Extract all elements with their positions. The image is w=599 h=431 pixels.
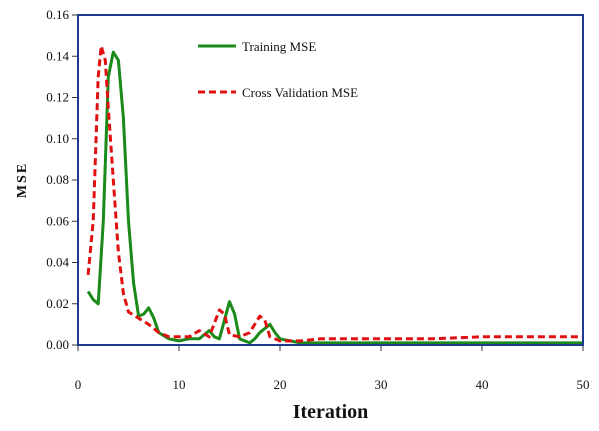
x-tick-label: 50 bbox=[577, 377, 590, 392]
y-tick-label: 0.16 bbox=[46, 7, 69, 22]
x-tick-label: 20 bbox=[274, 377, 287, 392]
y-tick-label: 0.02 bbox=[46, 296, 69, 311]
plot-frame bbox=[77, 14, 584, 346]
x-tick-label: 30 bbox=[375, 377, 388, 392]
y-tick-label: 0.08 bbox=[46, 172, 69, 187]
y-axis-ticks: 0.00 0.02 0.04 0.06 0.08 0.10 0.12 0.14 0.16 bbox=[46, 7, 78, 352]
x-axis-ticks: 0 10 20 30 40 50 bbox=[75, 345, 590, 392]
legend-label-cross-validation: Cross Validation MSE bbox=[242, 85, 358, 100]
x-tick-label: 10 bbox=[173, 377, 186, 392]
y-tick-label: 0.14 bbox=[46, 48, 69, 63]
x-tick-label: 0 bbox=[75, 377, 82, 392]
y-axis-title: MSE bbox=[15, 162, 30, 198]
legend-label-training: Training MSE bbox=[242, 39, 316, 54]
series-line-cross-validation bbox=[86, 44, 583, 343]
y-tick-label: 0.04 bbox=[46, 255, 69, 270]
x-axis-title: Iteration bbox=[293, 401, 369, 423]
x-tick-label: 40 bbox=[476, 377, 489, 392]
y-tick-label: 0.00 bbox=[46, 337, 69, 352]
y-tick-label: 0.10 bbox=[46, 131, 69, 146]
y-tick-label: 0.06 bbox=[46, 213, 69, 228]
legend: Training MSE Cross Validation MSE bbox=[198, 39, 358, 100]
series-layer bbox=[86, 44, 583, 345]
y-tick-label: 0.12 bbox=[46, 90, 69, 105]
